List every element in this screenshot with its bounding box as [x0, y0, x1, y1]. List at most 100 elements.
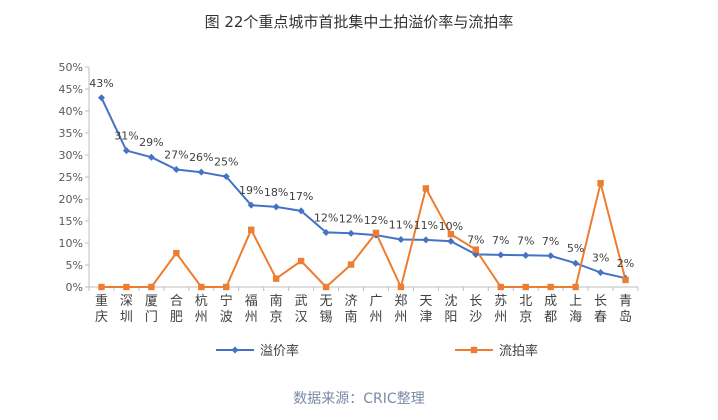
data-label: 7%: [517, 234, 534, 247]
point-marker: [322, 283, 330, 291]
x-tick-label: 沈阳: [444, 294, 457, 325]
x-tick-label: 上海: [569, 294, 582, 325]
point-marker: [297, 207, 305, 215]
data-label: 2%: [617, 257, 634, 270]
data-label: 12%: [364, 214, 388, 227]
point-marker: [148, 283, 155, 291]
y-tick-label: 0%: [66, 281, 83, 294]
point-marker: [447, 231, 455, 238]
data-label: 19%: [239, 184, 263, 197]
y-tick-label: 45%: [59, 83, 83, 96]
x-tick-label: 合肥: [170, 294, 183, 325]
data-labels: 43%31%29%27% 26% 25%19% 18% 17%12% 12% 12% 11% 1…: [89, 77, 634, 270]
y-tick-label: 20%: [59, 193, 83, 206]
series-line-2: [101, 182, 627, 288]
x-tick-label: 北京: [519, 294, 532, 325]
point-marker: [397, 283, 405, 291]
legend-swatch-marker: [231, 346, 239, 354]
x-tick-label: 厦门: [145, 294, 158, 325]
x-tick-label: 郑州: [394, 294, 407, 325]
x-tick-label: 广州: [369, 294, 382, 325]
point-marker: [622, 276, 629, 284]
data-label: 25%: [214, 156, 238, 169]
point-marker: [147, 153, 155, 161]
x-tick-label: 长沙: [469, 294, 482, 325]
point-marker: [572, 283, 579, 291]
point-marker: [422, 236, 430, 244]
point-marker: [173, 249, 180, 257]
point-marker: [322, 228, 330, 236]
point-marker: [198, 283, 205, 291]
source-note: 数据来源：CRIC整理: [293, 391, 425, 407]
point-marker: [97, 94, 105, 102]
point-marker: [272, 275, 280, 282]
point-marker: [98, 283, 105, 291]
point-marker: [522, 283, 529, 291]
axes: 0% 5% 10% 15% 20% 25% 30% 35% 40% 45% 50% 重庆深圳厦门合肥杭…: [59, 61, 639, 325]
legend-swatch-marker: [470, 346, 478, 354]
series-lines: [100, 97, 627, 288]
markers: [97, 94, 630, 291]
data-label: 27%: [164, 149, 188, 162]
point-marker: [597, 179, 604, 187]
point-marker: [547, 252, 555, 260]
x-tick-label: 长春: [594, 294, 607, 325]
point-marker: [122, 147, 130, 155]
data-label: 26%: [189, 151, 213, 164]
chart-title: 图 22个重点城市首批集中土拍溢价率与流拍率: [205, 13, 514, 31]
point-marker: [247, 201, 255, 209]
y-tick-label: 40%: [59, 105, 83, 118]
point-marker: [222, 173, 230, 181]
point-marker: [597, 268, 605, 276]
y-tick-label: 30%: [59, 149, 83, 162]
x-tick-label: 武汉: [295, 294, 308, 325]
data-label: 10%: [439, 220, 463, 233]
point-marker: [547, 283, 554, 291]
data-label: 5%: [567, 242, 584, 255]
point-marker: [422, 185, 430, 192]
data-label: 31%: [114, 130, 138, 143]
data-label: 29%: [139, 136, 163, 149]
point-marker: [447, 237, 455, 245]
x-tick-label: 济南: [345, 294, 358, 325]
y-tick-label: 10%: [59, 237, 83, 250]
x-tick-label: 杭州: [195, 294, 208, 325]
data-label: 12%: [314, 211, 338, 224]
point-marker: [472, 246, 479, 253]
x-tick-label: 重庆: [95, 293, 108, 325]
data-label: 3%: [592, 251, 609, 264]
legend-label: 溢价率: [260, 343, 299, 359]
series-line-1: [100, 97, 626, 280]
point-marker: [372, 229, 380, 237]
point-marker: [297, 257, 305, 265]
x-tick-label: 成都: [544, 294, 557, 325]
data-label: 12%: [339, 212, 363, 225]
x-tick-label: 深圳: [120, 294, 133, 325]
x-tick-label: 苏州: [494, 293, 507, 325]
point-marker: [397, 235, 405, 243]
point-marker: [347, 229, 355, 237]
data-label: 7%: [542, 235, 559, 248]
point-marker: [572, 259, 580, 267]
legend-label: 流拍率: [499, 343, 538, 359]
point-marker: [497, 283, 504, 291]
x-tick-label: 青岛: [619, 294, 632, 325]
x-tick-label: 天津: [419, 294, 432, 325]
data-label: 7%: [467, 233, 484, 246]
point-marker: [497, 251, 505, 259]
point-marker: [522, 251, 530, 259]
point-marker: [123, 283, 130, 291]
data-label: 43%: [89, 77, 113, 90]
x-tick-label: 宁波: [220, 293, 233, 325]
data-label: 7%: [492, 234, 509, 247]
point-marker: [272, 203, 280, 211]
y-tick-label: 25%: [59, 171, 83, 184]
data-label: 18%: [264, 186, 288, 199]
x-tick-label: 无锡: [320, 294, 333, 325]
point-marker: [197, 168, 205, 176]
x-tick-label: 南京: [270, 293, 283, 325]
point-marker: [172, 166, 180, 174]
point-marker: [248, 226, 255, 233]
y-tick-label: 15%: [59, 215, 83, 228]
